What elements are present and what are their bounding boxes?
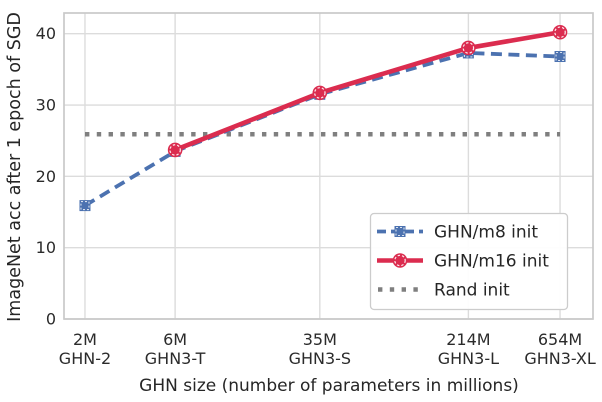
y-axis-title: ImageNet acc after 1 epoch of SGD (5, 12, 25, 322)
y-tick-label: 0 (46, 310, 56, 329)
y-tick-label: 20 (36, 167, 56, 186)
x-tick-label-name: GHN3-XL (524, 349, 596, 368)
marker-square-ring (555, 51, 565, 62)
x-tick-label-size: 2M (73, 330, 97, 349)
plot-border (63, 12, 594, 320)
y-tick-label: 10 (36, 238, 56, 257)
legend-box (369, 212, 569, 311)
legend-label: Rand init (434, 281, 510, 301)
x-axis-title: GHN size (number of parameters in millio… (139, 376, 519, 396)
series-line-ghn-m16 (174, 29, 561, 153)
legend-label: GHN/m8 init (434, 223, 538, 243)
marker-square-ghn-m8 (554, 51, 566, 63)
marker-circle-ring (462, 42, 475, 54)
x-tick-label-name: GHN-2 (59, 349, 111, 368)
x-tick-label-size: 654M (538, 330, 582, 349)
y-tick-label: 30 (36, 96, 56, 115)
legend-marker-circle-ring (394, 254, 406, 267)
x-tick-label-size: 214M (446, 330, 490, 349)
series-line-ghn-m8 (83, 51, 561, 208)
x-tick-label-name: GHN3-T (145, 349, 206, 368)
legend-label: GHN/m16 init (434, 252, 549, 272)
legend-marker-square-ring (395, 226, 405, 237)
x-tick-label-name: GHN3-L (438, 349, 499, 368)
marker-square-ring (80, 201, 90, 211)
marker-circle-ring (169, 144, 181, 156)
x-tick-label-size: 35M (303, 330, 337, 349)
legend-marker-square (394, 226, 406, 237)
y-tick-label: 40 (36, 24, 56, 43)
marker-circle-ring (554, 26, 566, 39)
marker-square-ghn-m8 (79, 200, 91, 212)
x-tick-label-size: 6M (163, 330, 187, 349)
marker-circle-ring (314, 87, 326, 99)
x-tick-label-name: GHN3-S (289, 349, 352, 368)
